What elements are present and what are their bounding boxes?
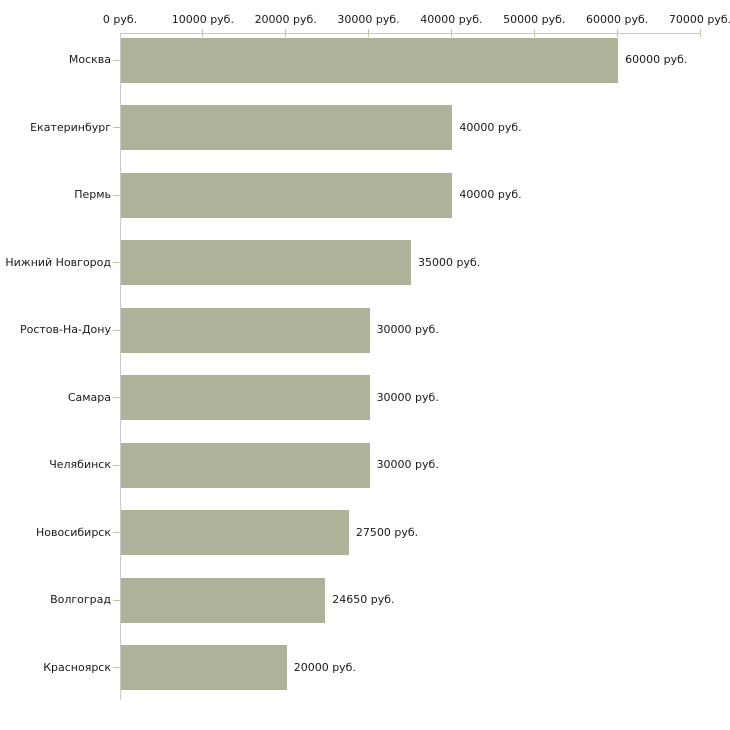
y-axis-line	[120, 33, 121, 700]
x-axis-tick	[450, 29, 452, 37]
y-axis-tick	[113, 464, 120, 466]
category-label: Красноярск	[43, 660, 111, 674]
bar-value-label: 30000 руб.	[376, 390, 439, 404]
x-axis-tick	[616, 29, 618, 37]
bar	[121, 510, 349, 555]
x-axis-tick	[285, 29, 287, 37]
x-axis-tick	[533, 29, 535, 37]
bar	[121, 375, 370, 420]
bar-value-label: 27500 руб.	[355, 525, 419, 539]
x-axis-tick	[699, 29, 701, 37]
bar-value-label: 24650 руб.	[332, 593, 395, 606]
y-axis-tick	[113, 397, 120, 398]
y-axis-tick	[113, 194, 120, 196]
bar	[121, 172, 453, 218]
y-axis-tick	[113, 329, 120, 331]
category-label: Волгоград	[50, 593, 111, 606]
y-axis-tick	[113, 599, 120, 601]
bar	[121, 37, 619, 83]
x-axis-tick-label: 30000 руб.	[337, 13, 400, 26]
category-label: Пермь	[74, 188, 111, 201]
category-label: Ростов-На-Дону	[19, 323, 111, 336]
bar-value-label: 60000 руб.	[625, 53, 688, 66]
x-axis-tick-label: 10000 руб.	[171, 13, 234, 26]
x-axis-tick	[202, 29, 204, 37]
x-axis-tick-label: 40000 руб.	[420, 13, 483, 26]
x-axis-line	[120, 33, 700, 34]
bar-value-label: 30000 руб.	[376, 458, 439, 471]
bar-value-label: 40000 руб.	[459, 120, 522, 134]
bar	[121, 240, 411, 285]
bar	[121, 307, 370, 353]
y-axis-tick	[113, 59, 120, 61]
category-label: Новосибирск	[35, 525, 111, 539]
bar	[121, 577, 326, 623]
x-axis-tick	[368, 29, 370, 37]
bar-value-label: 35000 руб.	[418, 255, 481, 269]
bar-value-label: 40000 руб.	[459, 188, 522, 201]
category-label: Нижний Новгород	[5, 255, 111, 269]
y-axis-tick	[113, 127, 120, 128]
x-axis-tick-label: 50000 руб.	[503, 13, 566, 26]
x-axis-tick-label: 0 руб.	[102, 13, 138, 26]
bar	[121, 645, 287, 690]
bar	[121, 105, 453, 150]
bar-value-label: 30000 руб.	[376, 323, 439, 336]
category-label: Екатеринбург	[30, 120, 111, 134]
y-axis-tick	[113, 532, 120, 533]
x-axis-tick-label: 60000 руб.	[586, 13, 649, 26]
y-axis-tick	[113, 262, 120, 263]
category-label: Москва	[68, 53, 111, 66]
x-axis-tick-label: 20000 руб.	[254, 13, 317, 26]
category-label: Челябинск	[49, 458, 111, 471]
category-label: Самара	[67, 390, 111, 404]
bar	[121, 442, 370, 488]
y-axis-tick	[113, 667, 120, 668]
bar-value-label: 20000 руб.	[293, 660, 356, 674]
x-axis-tick-label: 70000 руб.	[668, 13, 730, 26]
